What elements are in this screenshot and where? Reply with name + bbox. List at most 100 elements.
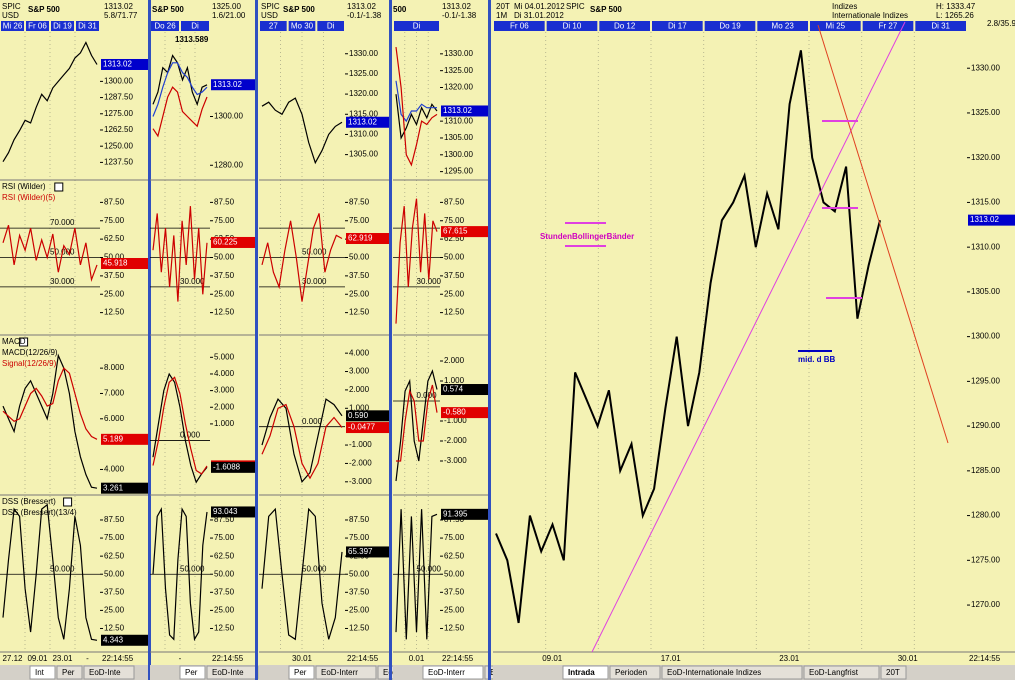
- tab[interactable]: [803, 665, 880, 680]
- legend-toggle: [19, 337, 29, 347]
- tab[interactable]: [179, 665, 206, 680]
- tab[interactable]: [609, 665, 661, 680]
- header-text: Indizes: [832, 2, 857, 11]
- y-tick-label: 75.00: [104, 216, 125, 225]
- y-tick-label: -3.000: [444, 456, 467, 465]
- tab[interactable]: [562, 665, 609, 680]
- y-tick-label: 1287.50: [104, 93, 133, 102]
- value-box: [101, 634, 148, 646]
- y-tick-label: 50.00: [444, 569, 465, 578]
- value-box: [346, 116, 389, 128]
- tab-label[interactable]: Per: [62, 668, 75, 677]
- date-box: [51, 21, 74, 31]
- tab-label[interactable]: Int: [35, 668, 45, 677]
- value-box: [346, 546, 389, 558]
- y-tick-label: 62.50: [104, 234, 125, 243]
- y-tick-label: 75.00: [349, 533, 370, 542]
- tab[interactable]: [29, 665, 56, 680]
- y-tick-label: 25.00: [104, 605, 125, 614]
- tab-label[interactable]: EoD-Inte: [89, 668, 121, 677]
- value-box-label: 3.261: [103, 483, 124, 492]
- date-box: [181, 21, 209, 31]
- tab[interactable]: [661, 665, 803, 680]
- y-tick-label: 4.000: [104, 465, 125, 474]
- date-label: Mi 26: [3, 22, 23, 31]
- y-tick-label: 62.50: [444, 234, 465, 243]
- legend-entry: MACD: [2, 337, 26, 346]
- y-tick-label: 50.00: [104, 253, 125, 262]
- tab-label[interactable]: EoD-Interr: [321, 668, 358, 677]
- y-tick-label: 1305.00: [349, 150, 378, 159]
- time-label: 22:14:55: [102, 654, 134, 663]
- y-tick-label: 75.00: [444, 216, 465, 225]
- date-box: [394, 21, 439, 31]
- y-tick-label: 1320.00: [444, 83, 473, 92]
- y-tick-label: 50.00: [444, 253, 465, 262]
- x-tick-label: 09.01: [27, 654, 48, 663]
- tab-label[interactable]: Per: [294, 668, 307, 677]
- y-tick-label: 37.50: [444, 271, 465, 280]
- value-box-label: 1313.02: [213, 80, 242, 89]
- y-tick-label: 1325.00: [971, 108, 1000, 117]
- value-box-label: 45.918: [103, 259, 128, 268]
- series-line: [261, 507, 343, 641]
- date-label: Fr 06: [28, 22, 47, 31]
- y-tick-label: 50.00: [349, 253, 370, 262]
- tab-label[interactable]: EoD-Internationale Indizes: [667, 668, 761, 677]
- date-box: [757, 21, 808, 31]
- tab[interactable]: [56, 665, 83, 680]
- y-tick-label: -2.000: [349, 459, 372, 468]
- y-tick-label: 1300.00: [444, 150, 473, 159]
- tab[interactable]: [880, 665, 907, 680]
- annotation: 1313.589: [175, 35, 209, 44]
- level-label: 50.000: [50, 564, 75, 573]
- y-tick-label: 25.00: [444, 605, 465, 614]
- date-label: Di 10: [563, 22, 582, 31]
- date-box: [317, 21, 344, 31]
- series-line: [152, 206, 208, 302]
- tab-label[interactable]: Intrada: [568, 668, 595, 677]
- x-tick-label: 0.01: [409, 654, 425, 663]
- date-label: Fr 27: [879, 22, 898, 31]
- header-text: SPIC: [261, 2, 280, 11]
- x-tick-label: 09.01: [542, 654, 563, 663]
- header-text: S&P 500: [283, 5, 315, 14]
- tab[interactable]: [422, 665, 484, 680]
- tab-label[interactable]: EoD-Interr: [428, 668, 465, 677]
- series-line: [261, 213, 343, 302]
- level-label: 50.000: [302, 248, 327, 257]
- y-tick-label: 1320.00: [349, 89, 378, 98]
- value-box-label: 93.043: [213, 507, 238, 516]
- legend-entry: RSI (Wilder)(5): [2, 193, 56, 202]
- y-tick-label: 50.00: [214, 569, 235, 578]
- tab-label[interactable]: EoD-Langfrist: [809, 668, 859, 677]
- y-tick-label: 1.000: [444, 376, 465, 385]
- y-tick-label: 6.000: [104, 414, 125, 423]
- tab-label[interactable]: 20T: [886, 668, 900, 677]
- date-label: Mo 30: [291, 22, 314, 31]
- y-tick-label: 50.00: [104, 569, 125, 578]
- value-box: [211, 79, 255, 91]
- tab-label[interactable]: Per: [185, 668, 198, 677]
- value-box: [211, 236, 255, 248]
- header-text: SPIC: [566, 2, 585, 11]
- y-tick-label: -2.000: [444, 436, 467, 445]
- time-label: 22:14:55: [969, 654, 1001, 663]
- date-box: [26, 21, 49, 31]
- tab[interactable]: [288, 665, 315, 680]
- y-tick-label: 3.000: [214, 386, 235, 395]
- y-tick-label: 25.00: [349, 605, 370, 614]
- series-line: [2, 503, 98, 641]
- header-text: H: 1333.47: [936, 2, 976, 11]
- tab[interactable]: [315, 665, 377, 680]
- tab[interactable]: [83, 665, 135, 680]
- y-tick-label: 87.50: [214, 515, 235, 524]
- tab-label[interactable]: EoD-Inte: [212, 668, 244, 677]
- date-label: Di 19: [53, 22, 72, 31]
- tab-label[interactable]: Perioden: [615, 668, 647, 677]
- y-tick-label: 1300.00: [971, 332, 1000, 341]
- annotation: StundenBollingerBänder: [540, 232, 634, 241]
- header-text: 1.6/21.00: [212, 11, 246, 20]
- y-tick-label: 1.000: [349, 403, 370, 412]
- date-box: [810, 21, 861, 31]
